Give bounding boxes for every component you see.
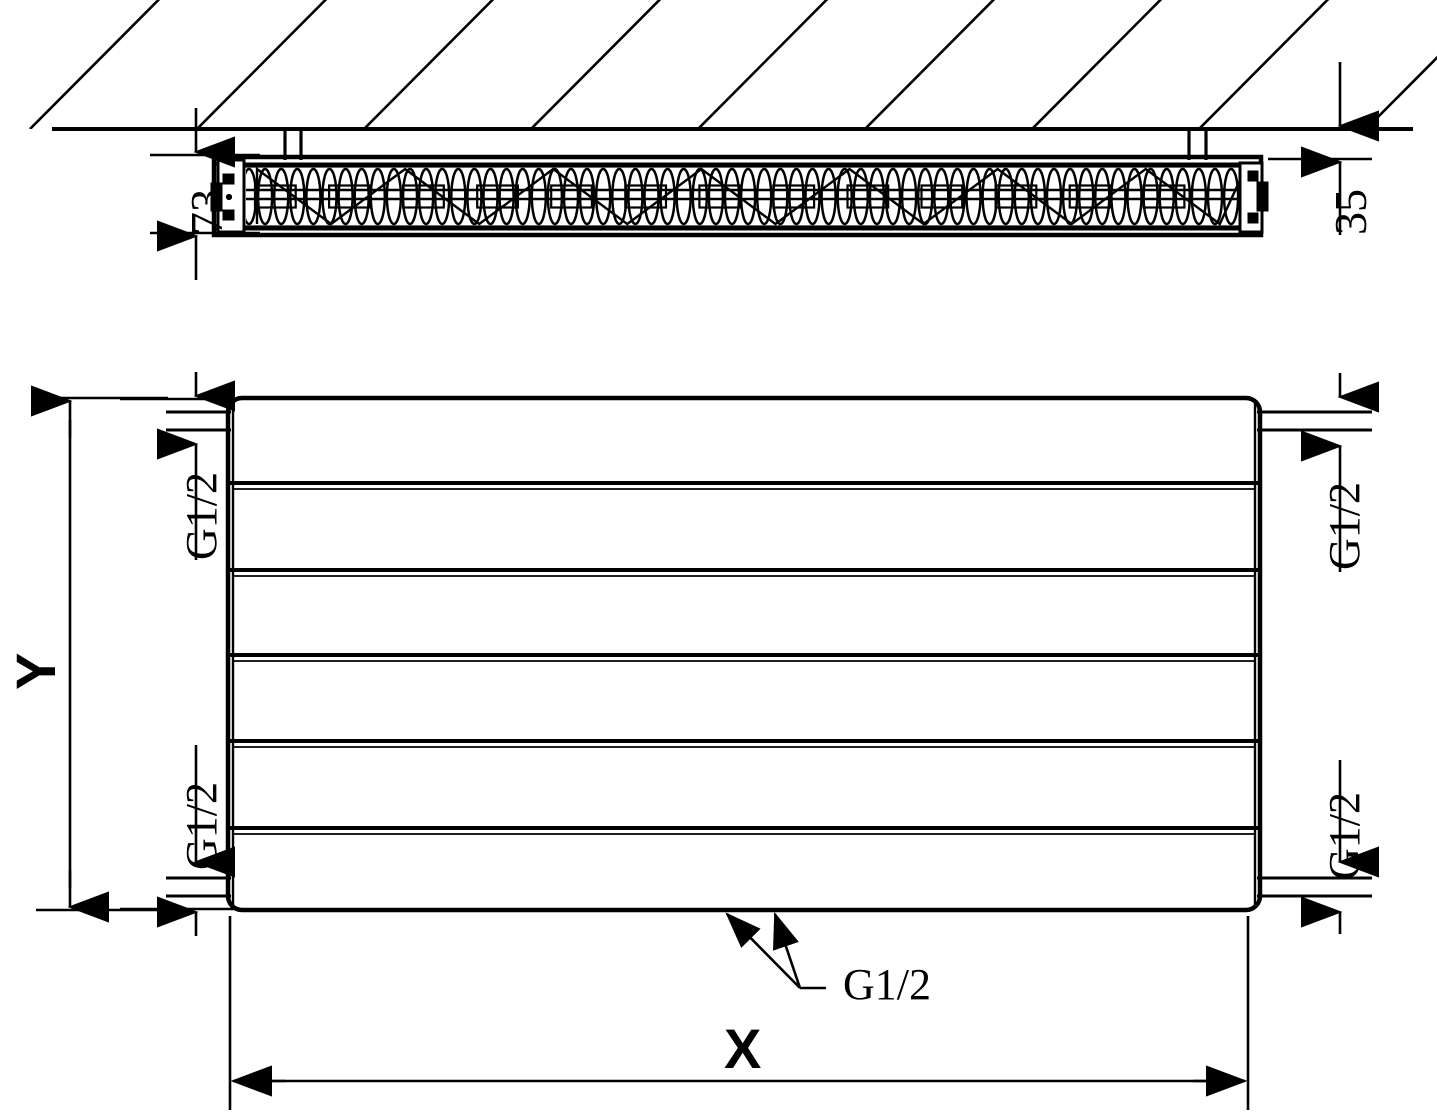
dimension-35 — [1268, 62, 1379, 235]
dimension-x — [228, 916, 1250, 1110]
right-end-cap — [1238, 161, 1269, 234]
wall-hatching — [29, 0, 1437, 129]
connection-label-top-left: G1/2 — [177, 472, 226, 560]
connection-label-bottom-left: G1/2 — [177, 782, 226, 870]
dimension-label-y: Y — [4, 652, 67, 690]
convector-fins — [246, 166, 1246, 226]
radiator-top-section — [210, 154, 1269, 238]
left-end-cap — [210, 158, 246, 234]
connection-label-bottom-center: G1/2 — [843, 960, 931, 1009]
leader-g12-bottom-center — [725, 911, 826, 990]
dimension-73 — [150, 108, 260, 280]
panel-slat-lines — [229, 481, 1259, 835]
dimension-label-35: 35 — [1325, 189, 1376, 235]
connection-label-bottom-right: G1/2 — [1320, 792, 1369, 880]
connection-label-top-right: G1/2 — [1320, 482, 1369, 570]
dimension-label-x: X — [724, 1017, 762, 1080]
dimension-y — [31, 385, 168, 923]
radiator-front-view — [225, 395, 1263, 913]
dimension-label-73: 73 — [181, 189, 232, 235]
